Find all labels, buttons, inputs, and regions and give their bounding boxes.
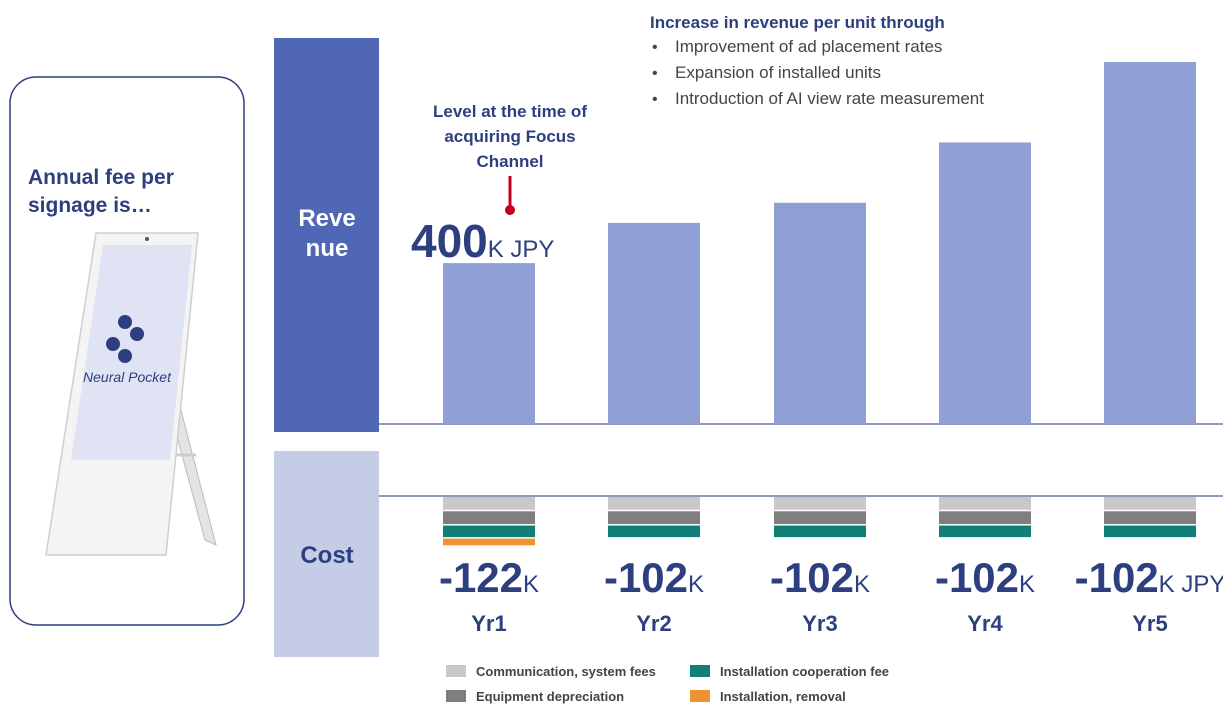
cost-segment <box>1104 497 1196 510</box>
annotation: Level at the time of <box>433 102 587 121</box>
card-title: signage is… <box>28 194 152 217</box>
cost-segment <box>443 538 535 546</box>
cost-label: Cost <box>300 542 353 569</box>
legend-label: Installation, removal <box>720 689 846 704</box>
cost-total-unit: K <box>854 571 870 598</box>
bullet: Introduction of AI view rate measurement <box>675 89 984 108</box>
cost-segment <box>608 511 700 525</box>
card-title: Annual fee per <box>28 166 174 189</box>
cost-total-unit: K <box>523 571 539 598</box>
cost-segment <box>1104 525 1196 538</box>
cost-total: -102K <box>770 554 870 601</box>
revenue-bar <box>774 202 866 424</box>
bullet: Expansion of installed units <box>675 63 881 82</box>
revenue-label: nue <box>306 235 349 262</box>
bullet-dot: • <box>652 65 658 82</box>
x-tick-label: Yr4 <box>967 611 1003 636</box>
cost-total-value: -122 <box>439 554 523 601</box>
cost-segment <box>608 525 700 538</box>
cost-total-unit: K <box>688 571 704 598</box>
bullet-dot: • <box>652 39 658 56</box>
cost-segment <box>443 497 535 510</box>
revenue-unit: K JPY <box>488 236 555 263</box>
legend-label: Communication, system fees <box>476 664 656 679</box>
annotation: Channel <box>476 152 543 171</box>
legend-swatch <box>690 690 710 702</box>
cost-segment <box>774 511 866 525</box>
cost-segment <box>939 525 1031 538</box>
cost-segment <box>939 497 1031 510</box>
cost-segment <box>774 525 866 538</box>
cost-total-value: -102 <box>770 554 854 601</box>
revenue-block <box>274 38 379 432</box>
cost-total-value: -102 <box>604 554 688 601</box>
x-tick-label: Yr2 <box>636 611 671 636</box>
legend-swatch <box>446 665 466 677</box>
revenue-bar <box>608 222 700 424</box>
cost-total-unit: K JPY <box>1159 571 1223 598</box>
bullet-dot: • <box>652 91 658 108</box>
cost-total-unit: K <box>1019 571 1035 598</box>
x-tick-label: Yr5 <box>1132 611 1167 636</box>
revenue-value: 400 <box>411 215 488 267</box>
revenue-value-label: 400K JPY <box>411 215 554 267</box>
cost-total: -102K JPY <box>1075 554 1223 601</box>
cost-segment <box>1104 511 1196 525</box>
x-tick-label: Yr3 <box>802 611 837 636</box>
legend-swatch <box>446 690 466 702</box>
revenue-bar <box>939 142 1031 424</box>
legend-swatch <box>690 665 710 677</box>
cost-total: -102K <box>604 554 704 601</box>
cost-segment <box>774 497 866 510</box>
annotation: acquiring Focus <box>444 127 575 146</box>
x-tick-label: Yr1 <box>471 611 506 636</box>
revenue-bar <box>443 263 535 424</box>
cost-segment <box>443 511 535 525</box>
signage-illustration <box>45 232 217 556</box>
annotation-dot <box>505 205 515 215</box>
cost-total-value: -102 <box>935 554 1019 601</box>
cost-total-value: -102 <box>1075 554 1159 601</box>
cost-total: -102K <box>935 554 1035 601</box>
cost-segment <box>939 511 1031 525</box>
cost-segment <box>608 497 700 510</box>
revenue-bar <box>1104 62 1196 424</box>
legend-label: Installation cooperation fee <box>720 664 889 679</box>
revenue-label: Reve <box>298 205 355 232</box>
headline: Increase in revenue per unit through <box>650 13 945 32</box>
logo-text: Neural Pocket <box>83 369 172 385</box>
cost-block <box>274 451 379 657</box>
cost-total: -122K <box>439 554 539 601</box>
legend-label: Equipment depreciation <box>476 689 624 704</box>
cost-segment <box>443 525 535 538</box>
bullet: Improvement of ad placement rates <box>675 37 942 56</box>
